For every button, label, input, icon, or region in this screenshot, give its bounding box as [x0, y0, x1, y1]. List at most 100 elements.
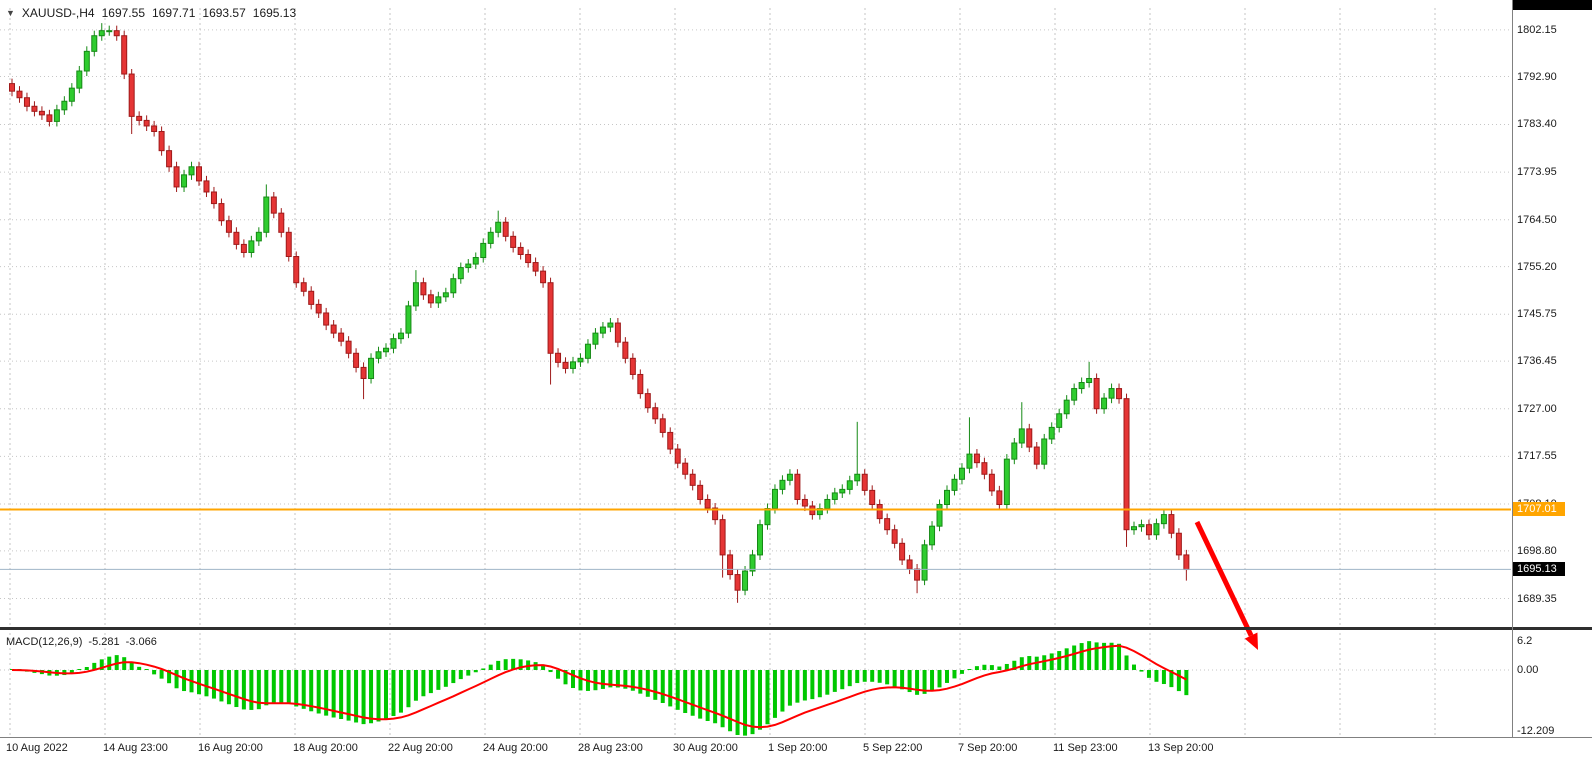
candle-body — [510, 235, 517, 248]
price-tick-label: 1755.20 — [1517, 260, 1557, 273]
time-axis[interactable]: 10 Aug 2022 14 Aug 23:00 16 Aug 20:00 18 Au… — [0, 739, 1511, 761]
candle-body — [1033, 446, 1040, 465]
candle-body — [270, 196, 277, 214]
candle-body — [240, 243, 247, 253]
candle-body — [375, 351, 382, 359]
candle-body — [592, 332, 599, 345]
macd-signal-value: -3.066 — [125, 636, 157, 648]
time-tick-label: 7 Sep 20:00 — [958, 742, 1018, 754]
candle-body — [749, 554, 756, 572]
candle-body — [91, 35, 98, 52]
candles-layer — [9, 23, 1190, 603]
candle-body — [338, 332, 345, 342]
price-tick-label: 1717.55 — [1517, 450, 1557, 463]
candle-body — [981, 462, 988, 475]
macd-indicator-label: MACD(12,26,9) -5.281 -3.066 — [6, 636, 157, 648]
candle-body — [674, 448, 681, 464]
candle-body — [1078, 382, 1085, 390]
candle-body — [68, 87, 75, 102]
candle-body — [83, 50, 90, 72]
time-tick-label: 13 Sep 20:00 — [1148, 742, 1214, 754]
candle-body — [487, 231, 494, 244]
trend-arrow-shaft[interactable] — [1194, 520, 1254, 637]
candle-body — [16, 90, 23, 99]
candle-body — [801, 498, 808, 507]
candle-body — [308, 290, 315, 305]
candle-body — [577, 357, 584, 363]
candle-body — [173, 166, 180, 188]
pane-splitter[interactable] — [0, 627, 1592, 630]
candle-body — [248, 240, 255, 253]
candle-body — [1153, 523, 1160, 536]
price-tick-label: 1802.15 — [1517, 23, 1557, 36]
time-tick-label: 22 Aug 20:00 — [388, 742, 453, 754]
candle-body — [532, 262, 539, 272]
symbol-timeframe-label: XAUUSD-,H4 — [21, 6, 95, 20]
candle-body — [412, 282, 419, 307]
candle-body — [1048, 426, 1055, 440]
candle-body — [607, 322, 614, 328]
candle-body — [285, 231, 292, 258]
hline-price-badge: 1707.01 — [1513, 502, 1565, 517]
one-click-trading-toggle-icon[interactable]: ▼ — [6, 8, 15, 18]
candle-body — [203, 180, 210, 193]
candle-body — [98, 30, 105, 37]
candle-body — [233, 231, 240, 245]
candle-body — [225, 220, 232, 233]
candle-body — [921, 544, 928, 581]
candle-body — [1116, 388, 1123, 400]
candle-body — [383, 347, 389, 353]
ohlc-open: 1697.55 — [101, 6, 145, 20]
candle-body — [353, 352, 360, 368]
candle-body — [555, 352, 562, 363]
candle-body — [46, 114, 53, 122]
price-tick-label: 1783.40 — [1517, 118, 1557, 131]
candle-body — [854, 473, 861, 482]
time-tick-label: 11 Sep 23:00 — [1053, 742, 1118, 754]
candle-body — [936, 504, 943, 527]
candle-body — [1056, 413, 1063, 428]
candle-body — [158, 130, 165, 152]
candle-body — [944, 489, 950, 506]
candle-body — [1101, 397, 1108, 410]
bid-price-badge: 1695.13 — [1513, 562, 1565, 577]
candle-body — [517, 246, 524, 255]
candle-body — [397, 332, 404, 340]
candle-body — [255, 231, 262, 242]
candle-body — [151, 125, 158, 132]
candle-body — [629, 357, 636, 375]
candle-body — [121, 35, 128, 75]
candle-body — [1011, 442, 1018, 460]
trend-arrow-head[interactable] — [1244, 632, 1258, 650]
candle-body — [891, 529, 898, 544]
candle-body — [1138, 524, 1145, 528]
candle-body — [450, 278, 457, 294]
candle-body — [824, 498, 831, 510]
candle-body — [166, 150, 173, 168]
candle-body — [113, 30, 120, 37]
candle-body — [988, 473, 995, 492]
candle-body — [300, 282, 307, 292]
time-tick-label: 28 Aug 23:00 — [578, 742, 643, 754]
candle-body — [757, 524, 763, 556]
candle-body — [495, 221, 502, 233]
candle-body — [794, 473, 801, 500]
candle-body — [996, 490, 1003, 506]
candle-body — [876, 504, 883, 520]
candle-body — [38, 110, 45, 116]
price-tick-label: 1698.80 — [1517, 544, 1557, 557]
candle-body — [831, 492, 838, 500]
time-tick-label: 24 Aug 20:00 — [483, 742, 548, 754]
candle-body — [323, 312, 330, 326]
macd-tick-label: 0.00 — [1517, 664, 1539, 676]
candle-body — [884, 518, 891, 531]
candle-body — [9, 83, 15, 92]
candle-body — [667, 431, 674, 450]
candle-body — [652, 407, 659, 420]
candle-body — [899, 542, 906, 561]
candle-body — [764, 508, 771, 526]
trend-arrow-annotation[interactable] — [1194, 520, 1258, 650]
price-axis[interactable]: 1802.15 1792.90 1783.40 1773.95 1764.50 1755.… — [1513, 0, 1592, 737]
top-right-corner-block — [1513, 0, 1592, 10]
